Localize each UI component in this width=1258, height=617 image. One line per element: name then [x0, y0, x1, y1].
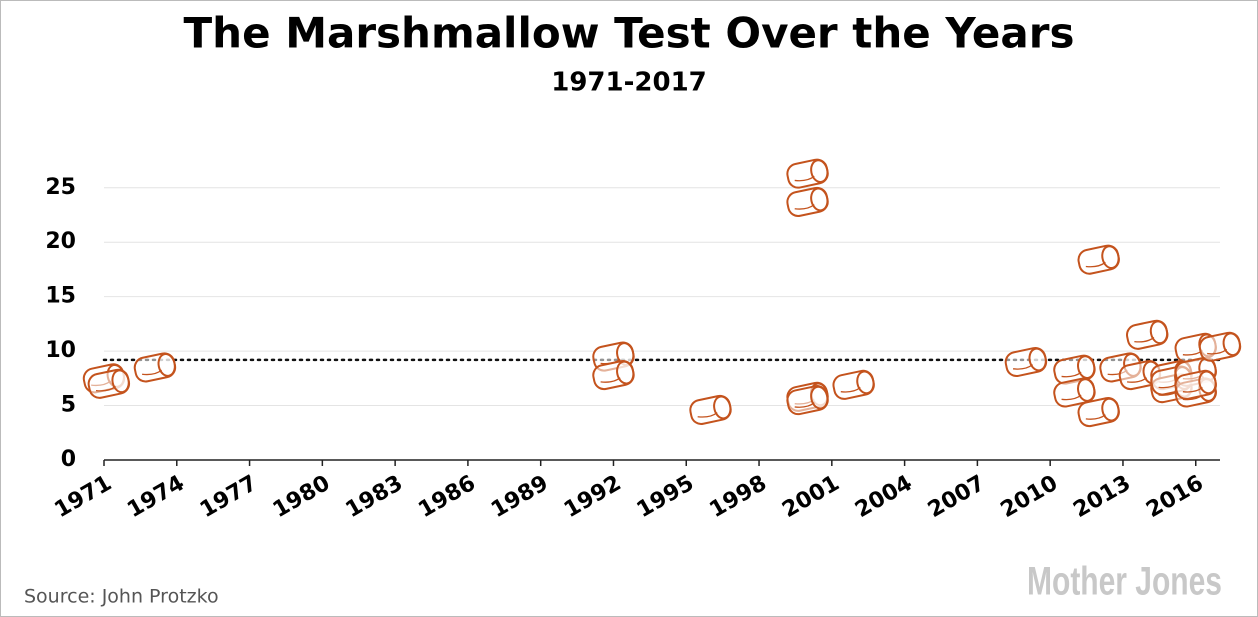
marshmallow-shade — [1207, 348, 1228, 355]
marshmallow — [786, 158, 829, 189]
marshmallow-end — [1101, 245, 1120, 270]
marshmallow-end — [1077, 355, 1096, 380]
marshmallow-shade — [794, 204, 815, 210]
marshmallow — [1174, 369, 1217, 400]
y-tick-label: 5 — [61, 393, 76, 418]
marshmallow-shade — [840, 387, 861, 393]
marshmallow-shade — [1182, 387, 1203, 393]
source: Source: John Protzko — [24, 586, 219, 608]
marshmallow-end — [856, 370, 875, 395]
marshmallow — [1053, 354, 1096, 385]
marshmallow-end — [1149, 320, 1169, 345]
marshmallow-end — [1198, 370, 1217, 395]
marshmallow-shade — [1061, 394, 1082, 401]
marshmallow-shade — [1134, 336, 1155, 343]
marshmallow-end — [713, 395, 732, 420]
marshmallow — [1126, 319, 1169, 350]
marshmallow-end — [1028, 347, 1047, 372]
marshmallow-end — [1077, 378, 1096, 402]
marshmallow-shade — [697, 412, 718, 418]
y-tick-label: 25 — [45, 175, 76, 200]
marshmallow-shade — [142, 369, 163, 376]
logo: Mother Jones — [1027, 559, 1222, 603]
y-tick-label: 10 — [45, 338, 76, 363]
marshmallow — [832, 369, 875, 400]
marshmallow-shade — [1012, 364, 1034, 370]
y-tick-label: 15 — [45, 284, 76, 309]
marshmallow-end — [157, 353, 176, 377]
marshmallow-shade — [600, 377, 621, 383]
marshmallow-shade — [1127, 377, 1148, 383]
marshmallow-shade — [1061, 371, 1082, 378]
marshmallow — [1077, 397, 1120, 428]
y-tick-label: 20 — [45, 229, 76, 254]
marshmallow-end — [810, 159, 829, 184]
marshmallow-shade — [95, 385, 116, 392]
marshmallow-end — [810, 385, 829, 410]
marshmallow — [1077, 244, 1120, 275]
y-tick-label: 0 — [61, 447, 76, 472]
marshmallow-shade — [1085, 414, 1106, 420]
marshmallow — [1004, 346, 1048, 378]
marshmallow-end — [810, 187, 829, 212]
marshmallow-end — [111, 369, 130, 394]
marshmallow — [592, 360, 635, 391]
marshmallow — [689, 394, 732, 425]
chart-title: The Marshmallow Test Over the Years — [184, 9, 1075, 58]
marshmallow-end — [1101, 397, 1120, 422]
marshmallow-shade — [794, 402, 815, 408]
chart-subtitle: 1971-2017 — [551, 68, 707, 98]
marshmallow — [133, 352, 177, 383]
marshmallow — [1053, 377, 1096, 408]
marshmallow-shade — [1085, 261, 1106, 268]
marshmallow-end — [1222, 332, 1241, 357]
marshmallow-end — [616, 360, 635, 385]
marshmallow — [1198, 331, 1242, 362]
marshmallow — [87, 368, 131, 399]
marshmallow-shade — [794, 175, 815, 182]
marshmallow — [786, 385, 829, 416]
marshmallow — [786, 186, 829, 217]
